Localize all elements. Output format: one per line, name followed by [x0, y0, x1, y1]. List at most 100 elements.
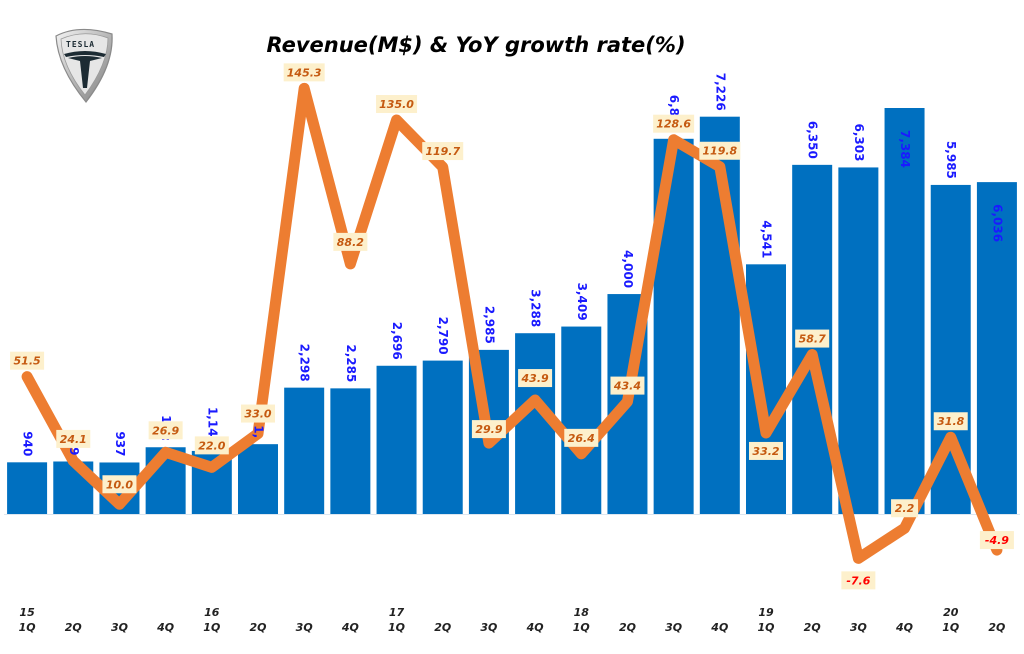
growth-rate-data-label: 26.4	[568, 432, 595, 445]
x-tick-quarter: 3Q	[111, 621, 128, 634]
growth-rate-label-bg	[283, 63, 325, 82]
revenue-bar	[838, 167, 879, 514]
growth-rate-data-label: 31.8	[937, 415, 964, 428]
growth-rate-data-label: 26.9	[152, 424, 179, 437]
revenue-bar	[884, 108, 925, 514]
growth-rate-data-label: -4.9	[985, 534, 1009, 547]
tesla-logo: TESLA	[55, 28, 113, 103]
revenue-data-label: 1,	[252, 425, 266, 438]
revenue-data-label: 9	[67, 447, 81, 455]
growth-rate-label-bg	[194, 436, 229, 455]
growth-rate-label-bg	[891, 499, 919, 518]
revenue-data-label: 2,790	[436, 317, 450, 355]
revenue-data-label: 1,147	[205, 407, 219, 445]
growth-rate-data-label: 2.2	[895, 502, 915, 515]
growth-rate-label-bg	[610, 376, 645, 395]
x-tick-year: 20	[943, 606, 959, 619]
chart-title: Revenue(M$) & YoY growth rate(%)	[266, 33, 685, 57]
revenue-data-label: 4,541	[760, 220, 774, 258]
growth-rate-label-bg	[841, 571, 876, 590]
bar-labels: 94099371,2:1,1471,2,2982,2852,6962,7902,…	[21, 73, 1005, 457]
revenue-data-label: 7,384	[898, 130, 912, 168]
revenue-data-label: 940	[21, 431, 35, 456]
revenue-data-label: 937	[113, 431, 127, 456]
x-tick-quarter: 4Q	[895, 621, 913, 634]
growth-rate-data-label: -7.6	[846, 574, 870, 587]
growth-rate-data-label: 22.0	[198, 439, 225, 452]
x-tick-quarter: 4Q	[710, 621, 728, 634]
revenue-data-label: 2,298	[298, 344, 312, 382]
revenue-data-label: 3,288	[529, 289, 543, 327]
rate-labels: 51.5 24.1 10.0 26.9 22.0 33.0 145.3 88.2 135.0 11…	[10, 63, 1014, 590]
growth-rate-label-bg	[102, 475, 137, 494]
growth-rate-label-bg	[653, 114, 695, 133]
revenue-bar	[422, 360, 463, 514]
x-tick-year: 19	[758, 606, 774, 619]
x-tick-quarter: 1Q	[203, 621, 220, 634]
growth-rate-data-label: 58.7	[799, 333, 826, 346]
growth-rate-data-label: 33.0	[244, 408, 271, 421]
growth-rate-label-bg	[422, 142, 464, 161]
growth-rate-label-bg	[241, 404, 275, 423]
growth-rate-label-bg	[979, 531, 1014, 550]
growth-rate-label-bg	[471, 420, 506, 439]
growth-rate-data-label: 51.5	[14, 355, 41, 368]
x-tick-quarter: 2Q	[249, 621, 266, 634]
x-tick-quarter: 2Q	[619, 621, 636, 634]
growth-rate-label-bg	[56, 429, 91, 448]
revenue-bar	[330, 388, 371, 514]
revenue-data-label: 5,985	[944, 141, 958, 179]
growth-rate-label-bg	[933, 412, 968, 431]
x-tick-quarter: 1Q	[757, 621, 774, 634]
growth-rate-line	[21, 82, 1003, 564]
x-tick-quarter: 2Q	[804, 621, 821, 634]
revenue-data-label: 6,303	[852, 123, 866, 161]
revenue-data-label: 4,000	[621, 250, 635, 288]
revenue-bar	[238, 444, 278, 514]
growth-rate-data-label: 29.9	[475, 423, 502, 436]
x-tick-year: 15	[19, 606, 35, 619]
x-tick-quarter: 3Q	[296, 621, 313, 634]
revenue-bar	[284, 387, 325, 514]
revenue-data-label: 2,985	[482, 306, 496, 344]
revenue-data-label: 3,409	[575, 283, 589, 321]
growth-rate-data-label: 10.0	[106, 478, 133, 491]
revenue-bar	[746, 264, 786, 514]
x-tick-quarter: 2Q	[65, 621, 82, 634]
x-tick-quarter: 1Q	[388, 621, 405, 634]
growth-rate-data-label: 43.4	[613, 380, 641, 393]
growth-rate-label-bg	[333, 232, 368, 251]
bar-series	[7, 108, 1017, 514]
x-axis-ticks: 1Q 15 2Q 3Q 4Q 1Q 16 2Q 3Q 4Q 1Q 17 2Q 3Q 4Q 1Q 18 2Q 3Q 4Q…	[19, 606, 1006, 634]
growth-rate-label-bg	[376, 95, 418, 114]
revenue-data-label: 6,036	[990, 204, 1004, 242]
revenue-bar	[376, 365, 417, 514]
x-tick-quarter: 3Q	[665, 621, 682, 634]
growth-rate-data-label: 24.1	[60, 433, 87, 446]
revenue-bar	[976, 182, 1017, 514]
growth-rate-label-bg	[699, 141, 741, 160]
growth-rate-label-bg	[749, 441, 783, 460]
revenue-data-label: 7,226	[713, 73, 727, 111]
growth-rate-data-label: 43.9	[521, 372, 549, 385]
revenue-bar	[7, 462, 48, 514]
x-tick-quarter: 2Q	[434, 621, 451, 634]
x-tick-quarter: 4Q	[526, 621, 544, 634]
x-tick-quarter: 4Q	[156, 621, 174, 634]
growth-rate-data-label: 119.8	[702, 145, 737, 158]
growth-rate-data-label: 33.2	[752, 445, 779, 458]
revenue-data-label: 2,285	[344, 344, 358, 382]
revenue-bar	[561, 326, 602, 514]
growth-rate-label-bg	[10, 351, 45, 370]
x-tick-quarter: 3Q	[480, 621, 497, 634]
x-tick-quarter: 1Q	[942, 621, 959, 634]
x-tick-quarter: 4Q	[341, 621, 359, 634]
growth-rate-label-bg	[518, 369, 553, 388]
x-tick-quarter: 1Q	[19, 621, 36, 634]
line-series	[21, 82, 1003, 564]
growth-rate-data-label: 128.6	[656, 118, 691, 131]
growth-rate-data-label: 88.2	[337, 236, 364, 249]
x-tick-year: 17	[389, 606, 405, 619]
growth-rate-label-bg	[795, 329, 830, 348]
